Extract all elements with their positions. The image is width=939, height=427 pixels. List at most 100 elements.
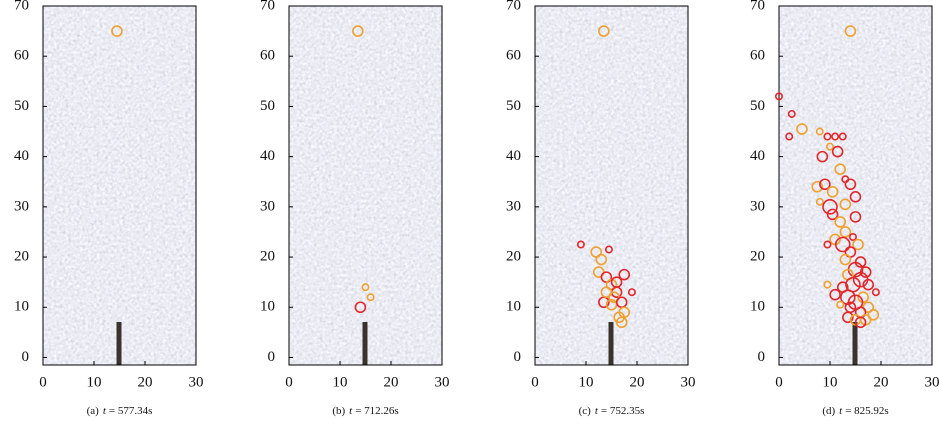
y-tick-label: 30	[14, 198, 29, 214]
event-marker	[787, 109, 796, 118]
event-marker	[862, 278, 875, 291]
y-tick-label: 10	[750, 299, 765, 315]
event-marker	[834, 216, 847, 228]
event-marker	[831, 145, 844, 158]
y-tick-label: 40	[260, 148, 275, 164]
event-marker	[352, 25, 364, 37]
y-tick-label: 50	[506, 98, 521, 114]
x-tick-label: 0	[531, 374, 539, 390]
x-tick-label: 10	[333, 374, 348, 390]
y-tick-label: 40	[14, 148, 29, 164]
y-tick-label: 40	[506, 148, 521, 164]
event-marker	[815, 197, 824, 206]
event-marker	[785, 132, 794, 141]
caption-variable: t	[349, 405, 353, 417]
event-marker	[826, 185, 839, 198]
x-tick-label: 30	[925, 374, 939, 390]
caption-variable: t	[103, 405, 107, 417]
y-tick-label: 0	[758, 349, 766, 365]
y-tick-label: 40	[750, 148, 765, 164]
y-tick-label: 70	[506, 0, 521, 13]
caption-label: (b)	[332, 405, 345, 417]
event-marker	[848, 232, 857, 241]
y-tick-label: 30	[506, 198, 521, 214]
event-marker	[354, 301, 367, 314]
x-tick-label: 20	[138, 374, 153, 390]
event-marker	[618, 268, 631, 281]
event-marker	[852, 238, 864, 251]
event-marker	[854, 316, 867, 329]
event-marker	[831, 132, 840, 141]
frame	[778, 5, 933, 366]
y-tick-label: 10	[260, 299, 275, 315]
caption: (a) t = 577.34s	[87, 405, 153, 417]
crack	[116, 322, 122, 365]
event-marker	[811, 180, 824, 193]
event-marker	[819, 178, 831, 191]
panel: 0 10 20 30 40 50 60 70 0 10 20 30 (a) t = 577.34s	[14, 0, 204, 417]
crack	[362, 322, 368, 365]
panel: 0 10 20 30 40 50 60 70 0 10 20 30 (c) t = 752.35s	[506, 0, 696, 417]
x-tick-label: 10	[823, 374, 838, 390]
caption: (c) t = 752.35s	[579, 405, 645, 417]
event-marker	[836, 300, 845, 309]
event-marker	[600, 286, 613, 298]
event-marker	[834, 236, 851, 253]
x-tick-label: 0	[775, 374, 783, 390]
y-tick-label: 60	[750, 48, 765, 64]
frame	[534, 5, 689, 366]
event-marker	[825, 142, 834, 151]
event-marker	[823, 280, 832, 289]
event-marker	[111, 25, 123, 37]
y-tick-label: 60	[506, 48, 521, 64]
caption-label: (c)	[579, 405, 592, 417]
y-tick-label: 60	[260, 48, 275, 64]
rock-image	[535, 6, 688, 365]
event-marker	[816, 150, 829, 163]
event-marker	[796, 123, 808, 135]
caption-value: = 825.92s	[845, 405, 888, 417]
y-tick-label: 10	[14, 299, 29, 315]
caption-label: (d)	[822, 405, 835, 417]
y-tick-label: 50	[260, 98, 275, 114]
y-tick-label: 70	[260, 0, 275, 13]
crack	[852, 322, 858, 365]
caption: (d) t = 825.92s	[822, 405, 888, 417]
x-tick-label: 10	[579, 374, 594, 390]
x-tick-label: 30	[189, 374, 204, 390]
event-marker	[361, 283, 370, 292]
rock-image	[289, 6, 442, 365]
event-marker	[627, 288, 636, 297]
x-tick-label: 10	[87, 374, 102, 390]
crack	[608, 322, 614, 365]
event-marker	[844, 178, 857, 191]
event-marker	[839, 253, 852, 266]
y-tick-label: 20	[506, 248, 521, 264]
event-marker	[822, 199, 838, 215]
event-marker	[844, 25, 857, 37]
y-tick-label: 20	[750, 248, 765, 264]
event-marker	[576, 240, 585, 249]
y-tick-label: 60	[14, 48, 29, 64]
event-marker	[871, 288, 880, 297]
event-marker	[834, 163, 847, 175]
caption-label: (a)	[87, 405, 100, 417]
event-marker	[615, 316, 628, 329]
event-marker	[598, 25, 610, 37]
y-tick-label: 50	[750, 98, 765, 114]
y-tick-label: 20	[14, 248, 29, 264]
event-marker	[839, 198, 852, 211]
y-tick-label: 30	[260, 198, 275, 214]
x-tick-label: 0	[39, 374, 47, 390]
y-tick-label: 0	[514, 349, 522, 365]
y-tick-label: 0	[268, 349, 276, 365]
event-marker	[366, 293, 375, 302]
x-tick-label: 20	[384, 374, 399, 390]
panel: 0 10 20 30 40 50 60 70 0 10 20 30 (d) t = 825.92s	[750, 0, 939, 417]
caption-value: = 712.26s	[355, 405, 398, 417]
event-marker	[823, 132, 832, 141]
event-marker	[595, 253, 608, 266]
frame	[288, 5, 443, 366]
y-tick-label: 10	[506, 299, 521, 315]
